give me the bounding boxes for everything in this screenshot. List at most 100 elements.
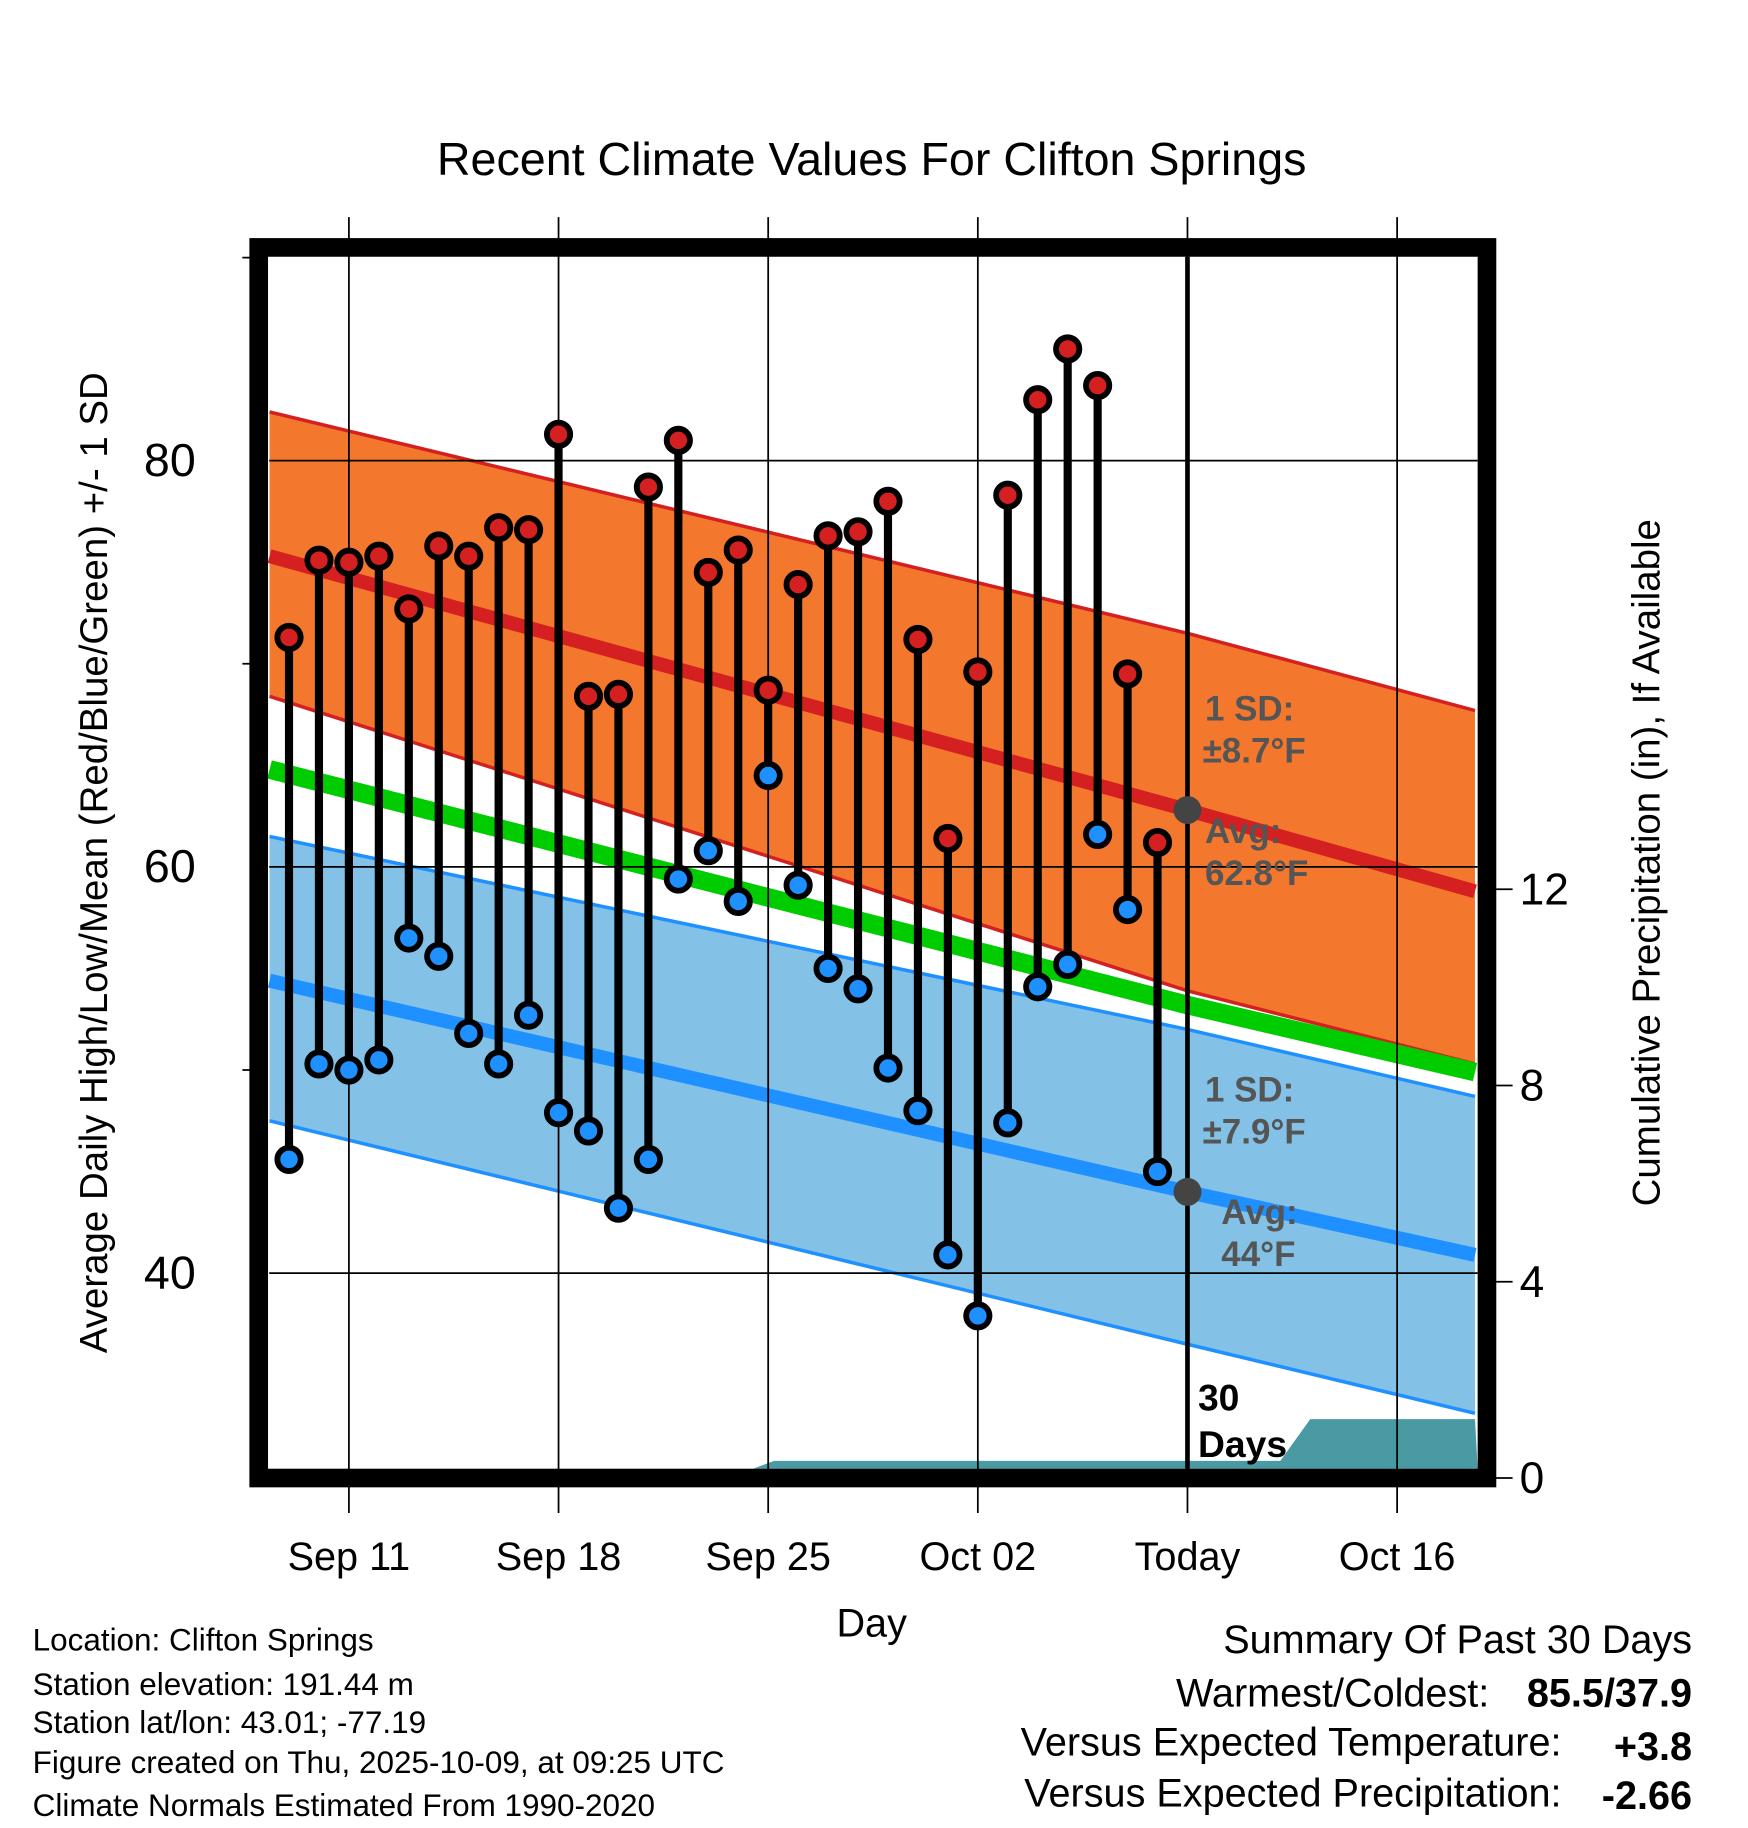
daily-low-point: [334, 1055, 364, 1085]
daily-low-point: [783, 870, 813, 900]
daily-low-point: [1053, 949, 1083, 979]
daily-low-point: [1113, 895, 1143, 925]
daily-high-point: [1053, 334, 1083, 364]
daily-high-point: [304, 545, 334, 575]
footer-normals: Climate Normals Estimated From 1990-2020: [33, 1788, 655, 1823]
today-low-normal-marker: [1173, 1177, 1202, 1206]
daily-low-point: [663, 864, 693, 894]
summary-temp-label: Versus Expected Temperature:: [1021, 1720, 1562, 1764]
daily-low-point: [903, 1096, 933, 1126]
daily-high-point: [1023, 385, 1053, 415]
daily-low-point: [514, 1000, 544, 1030]
daily-low-point: [394, 923, 424, 953]
daily-high-point: [903, 624, 933, 654]
y2-tick-label: 12: [1520, 865, 1569, 914]
daily-high-point: [394, 594, 424, 624]
summary-temp-value: +3.8: [1614, 1725, 1692, 1769]
high-sd-label: 1 SD:: [1205, 690, 1294, 729]
low-sd-value: ±7.9°F: [1203, 1113, 1306, 1152]
daily-high-point: [633, 472, 663, 502]
footer-elevation: Station elevation: 191.44 m: [33, 1667, 414, 1702]
daily-high-point: [543, 419, 574, 449]
daily-high-point: [484, 513, 514, 543]
chart-title: Recent Climate Values For Clifton Spring…: [437, 133, 1307, 185]
high-sd-value: ±8.7°F: [1203, 732, 1306, 771]
precip-area: [678, 1419, 1478, 1469]
daily-low-point: [1083, 819, 1113, 849]
daily-low-point: [454, 1018, 484, 1049]
daily-high-point: [783, 570, 813, 600]
daily-low-point: [573, 1116, 604, 1146]
y2-tick-label: 0: [1520, 1454, 1545, 1503]
daily-low-point: [484, 1049, 514, 1079]
daily-low-point: [633, 1144, 663, 1174]
daily-low-point: [603, 1193, 634, 1223]
daily-low-point: [843, 974, 873, 1004]
footer-created: Figure created on Thu, 2025-10-09, at 09…: [33, 1745, 725, 1780]
daily-low-point: [813, 953, 843, 984]
daily-low-point: [364, 1045, 394, 1075]
daily-low-point: [274, 1144, 304, 1174]
x-axis-label: Day: [836, 1602, 907, 1646]
data-marks: [274, 256, 1202, 1469]
y2-tick-label: 8: [1520, 1062, 1545, 1111]
daily-high-point: [454, 541, 484, 571]
daily-high-point: [813, 521, 843, 551]
daily-low-point: [723, 886, 753, 917]
daily-low-point: [873, 1053, 903, 1083]
daily-high-point: [514, 515, 544, 545]
daily-high-point: [873, 486, 903, 516]
x-tick-label: Sep 18: [496, 1535, 622, 1579]
high-avg-label: Avg:: [1205, 812, 1281, 851]
summary-warmest-label: Warmest/Coldest:: [1176, 1671, 1489, 1715]
x-tick-label: Sep 11: [288, 1535, 411, 1579]
y2-axis-label: Cumulative Precipitation (in), If Availa…: [1625, 519, 1668, 1206]
daily-low-point: [963, 1301, 993, 1331]
daily-high-point: [573, 681, 604, 711]
y-axis-label: Average Daily High/Low/Mean (Red/Blue/Gr…: [73, 372, 116, 1353]
daily-high-point: [274, 622, 304, 652]
x-tick-label: Oct 16: [1339, 1535, 1456, 1579]
low-avg-label: Avg:: [1221, 1193, 1297, 1232]
days-label-word: Days: [1198, 1423, 1287, 1465]
daily-high-point: [993, 480, 1023, 510]
daily-low-point: [543, 1098, 574, 1128]
daily-high-point: [424, 531, 454, 561]
daily-high-point: [334, 547, 364, 577]
summary-title: Summary Of Past 30 Days: [1223, 1618, 1692, 1662]
daily-high-point: [843, 517, 873, 547]
summary-precip-label: Versus Expected Precipitation:: [1024, 1772, 1561, 1816]
daily-low-point: [1142, 1157, 1173, 1187]
summary-precip-value: -2.66: [1602, 1774, 1692, 1818]
today-high-normal-marker: [1173, 796, 1202, 825]
daily-low-point: [304, 1049, 334, 1079]
daily-high-point: [364, 541, 394, 571]
daily-low-point: [993, 1108, 1023, 1138]
y2-tick-label: 4: [1520, 1258, 1545, 1307]
daily-high-point: [1142, 827, 1173, 858]
daily-low-point: [424, 941, 454, 971]
high-sd-band: [269, 411, 1475, 1064]
low-sd-label: 1 SD:: [1205, 1071, 1294, 1110]
daily-low-point: [693, 836, 723, 866]
daily-high-point: [603, 679, 634, 709]
daily-high-point: [963, 657, 993, 687]
daily-high-point: [1113, 659, 1143, 689]
daily-high-point: [723, 535, 753, 565]
plot-frame: [249, 238, 1497, 1488]
daily-high-point: [933, 823, 963, 854]
low-avg-value: 44°F: [1221, 1235, 1295, 1274]
high-avg-value: 62.8°F: [1205, 854, 1308, 893]
x-tick-label: Oct 02: [919, 1535, 1036, 1579]
daily-low-point: [753, 760, 783, 791]
y-tick-label: 60: [144, 840, 196, 892]
x-tick-label: Today: [1135, 1535, 1241, 1579]
daily-high-point: [753, 675, 783, 705]
daily-high-point: [663, 425, 693, 455]
daily-high-point: [693, 557, 723, 587]
daily-high-point: [1083, 370, 1113, 401]
y-tick-label: 80: [144, 434, 196, 486]
footer-location: Location: Clifton Springs: [33, 1622, 374, 1657]
footer-latlon: Station lat/lon: 43.01; -77.19: [33, 1705, 426, 1740]
